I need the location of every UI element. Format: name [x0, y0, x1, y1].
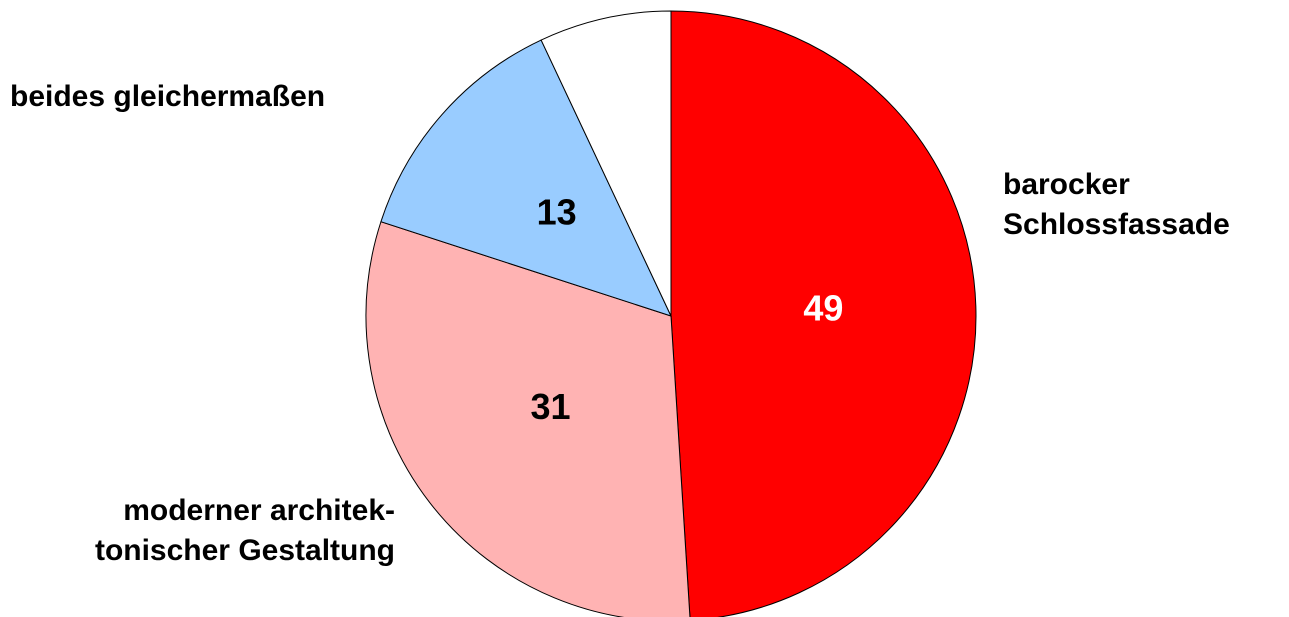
data-label: 49: [803, 288, 843, 329]
pie-slice: [670, 10, 977, 617]
pie-slice: [540, 10, 672, 317]
data-label: 13: [537, 192, 577, 233]
category-label: moderner architek-: [123, 494, 395, 527]
category-label: tonischer Gestaltung: [95, 534, 395, 567]
pie-slice: [365, 221, 691, 617]
pie-slice: [380, 39, 672, 317]
category-label: barocker: [1003, 168, 1130, 201]
data-label: 31: [530, 386, 570, 427]
category-label: Schlossfassade: [1003, 208, 1230, 241]
category-label: beides gleichermaßen: [10, 80, 325, 113]
